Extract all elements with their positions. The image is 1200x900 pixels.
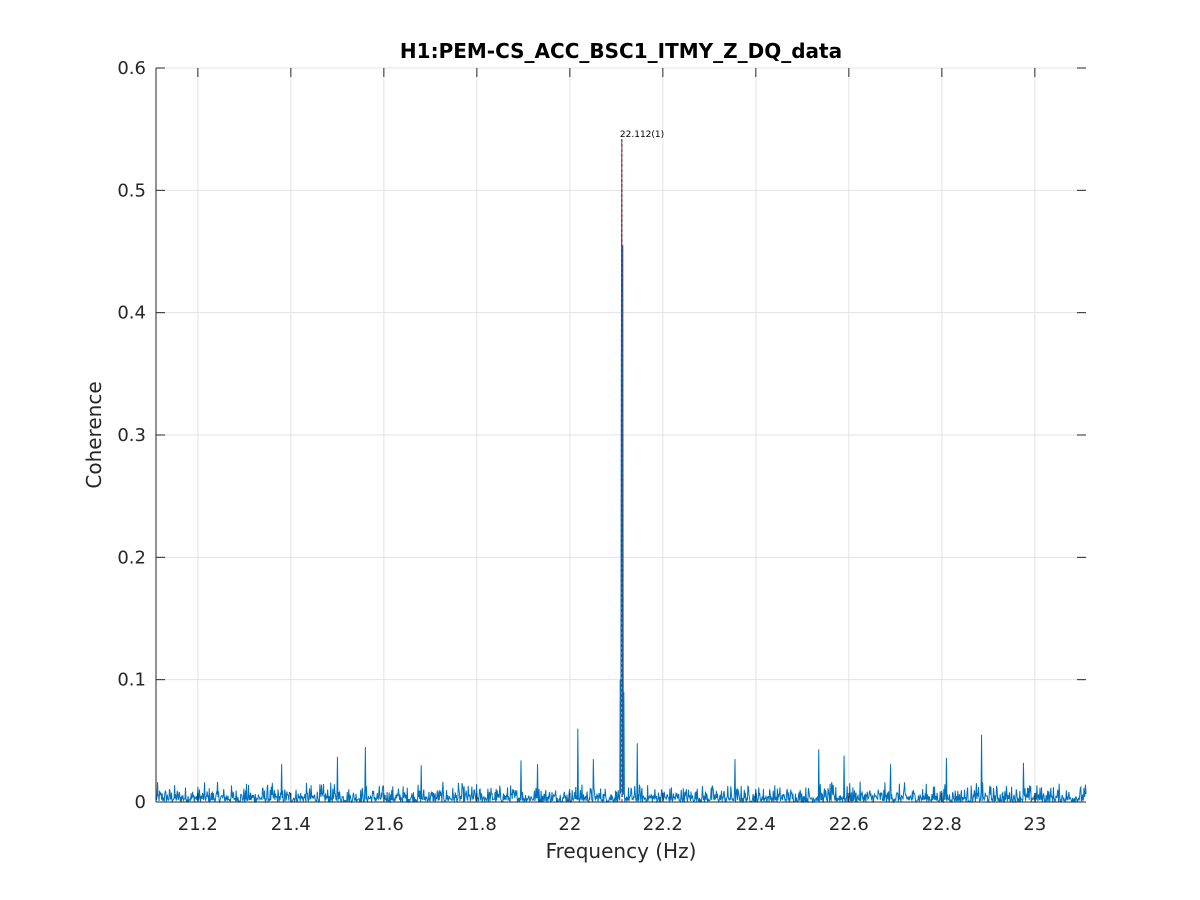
tick-labels: 21.2 21.4 21.6 21.8 22 22.2 22.4 22.6 22.8 23 0 0.1… [117,58,1046,835]
y-tick-label: 0.5 [117,180,146,201]
x-tick-label: 22 [558,814,581,835]
y-tick-label: 0 [135,792,146,813]
y-tick-label: 0.2 [117,547,146,568]
x-tick-label: 21.4 [271,814,311,835]
series-layer [155,138,1087,804]
x-tick-label: 22.2 [643,814,683,835]
y-axis-label: Coherence [82,381,106,488]
y-tick-label: 0.1 [117,670,146,691]
x-tick-label: 23 [1023,814,1046,835]
x-tick-label: 21.6 [364,814,404,835]
axes [155,67,1086,803]
x-tick-label: 22.6 [829,814,869,835]
y-tick-label: 0.6 [117,58,146,79]
peak-annotation: 22.112(1) [620,130,664,140]
x-tick-label: 21.2 [178,814,218,835]
y-tick-label: 0.3 [117,425,146,446]
y-tick-label: 0.4 [117,303,146,324]
x-tick-label: 22.8 [922,814,962,835]
chart-title: H1:PEM-CS_ACC_BSC1_ITMY_Z_DQ_data [400,39,842,63]
x-tick-label: 22.4 [736,814,776,835]
peak-marker-layer: 22.112(1) [620,130,664,802]
x-axis-label: Frequency (Hz) [546,839,697,863]
x-tick-label: 21.8 [457,814,497,835]
coherence-series-line [155,138,1087,804]
